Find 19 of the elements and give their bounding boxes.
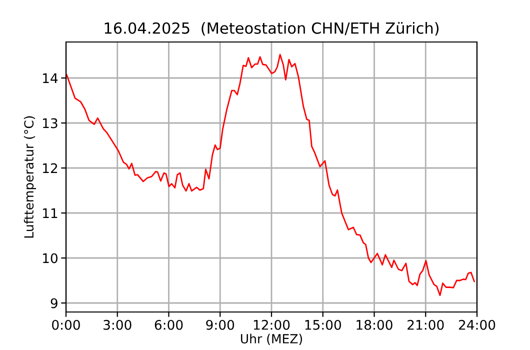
y-axis-title: Lufttemperatur (°C) [24,116,36,238]
x-tick-label: 9:00 [206,320,234,330]
x-tick-label: 0:00 [52,320,80,330]
x-axis-title: Uhr (MEZ) [240,334,302,345]
x-tick-label: 21:00 [408,320,444,330]
chart-title: 16.04.2025 (Meteostation CHN/ETH Zürich) [104,22,439,36]
x-tick-label: 6:00 [154,320,183,330]
y-tick-label: 12 [43,163,58,174]
y-tick-label: 10 [43,253,58,264]
x-tick-label: 24:00 [458,320,496,330]
y-tick-label: 13 [43,118,58,128]
line-series [66,54,475,296]
y-tick-label: 9 [50,298,58,308]
y-tick-label: 14 [43,73,58,84]
x-tick-label: 15:00 [305,320,342,330]
y-tick-label: 11 [43,208,58,218]
x-tick-label: 18:00 [356,320,392,330]
x-tick-label: 12:00 [254,320,290,330]
x-tick-label: 3:00 [104,320,132,330]
